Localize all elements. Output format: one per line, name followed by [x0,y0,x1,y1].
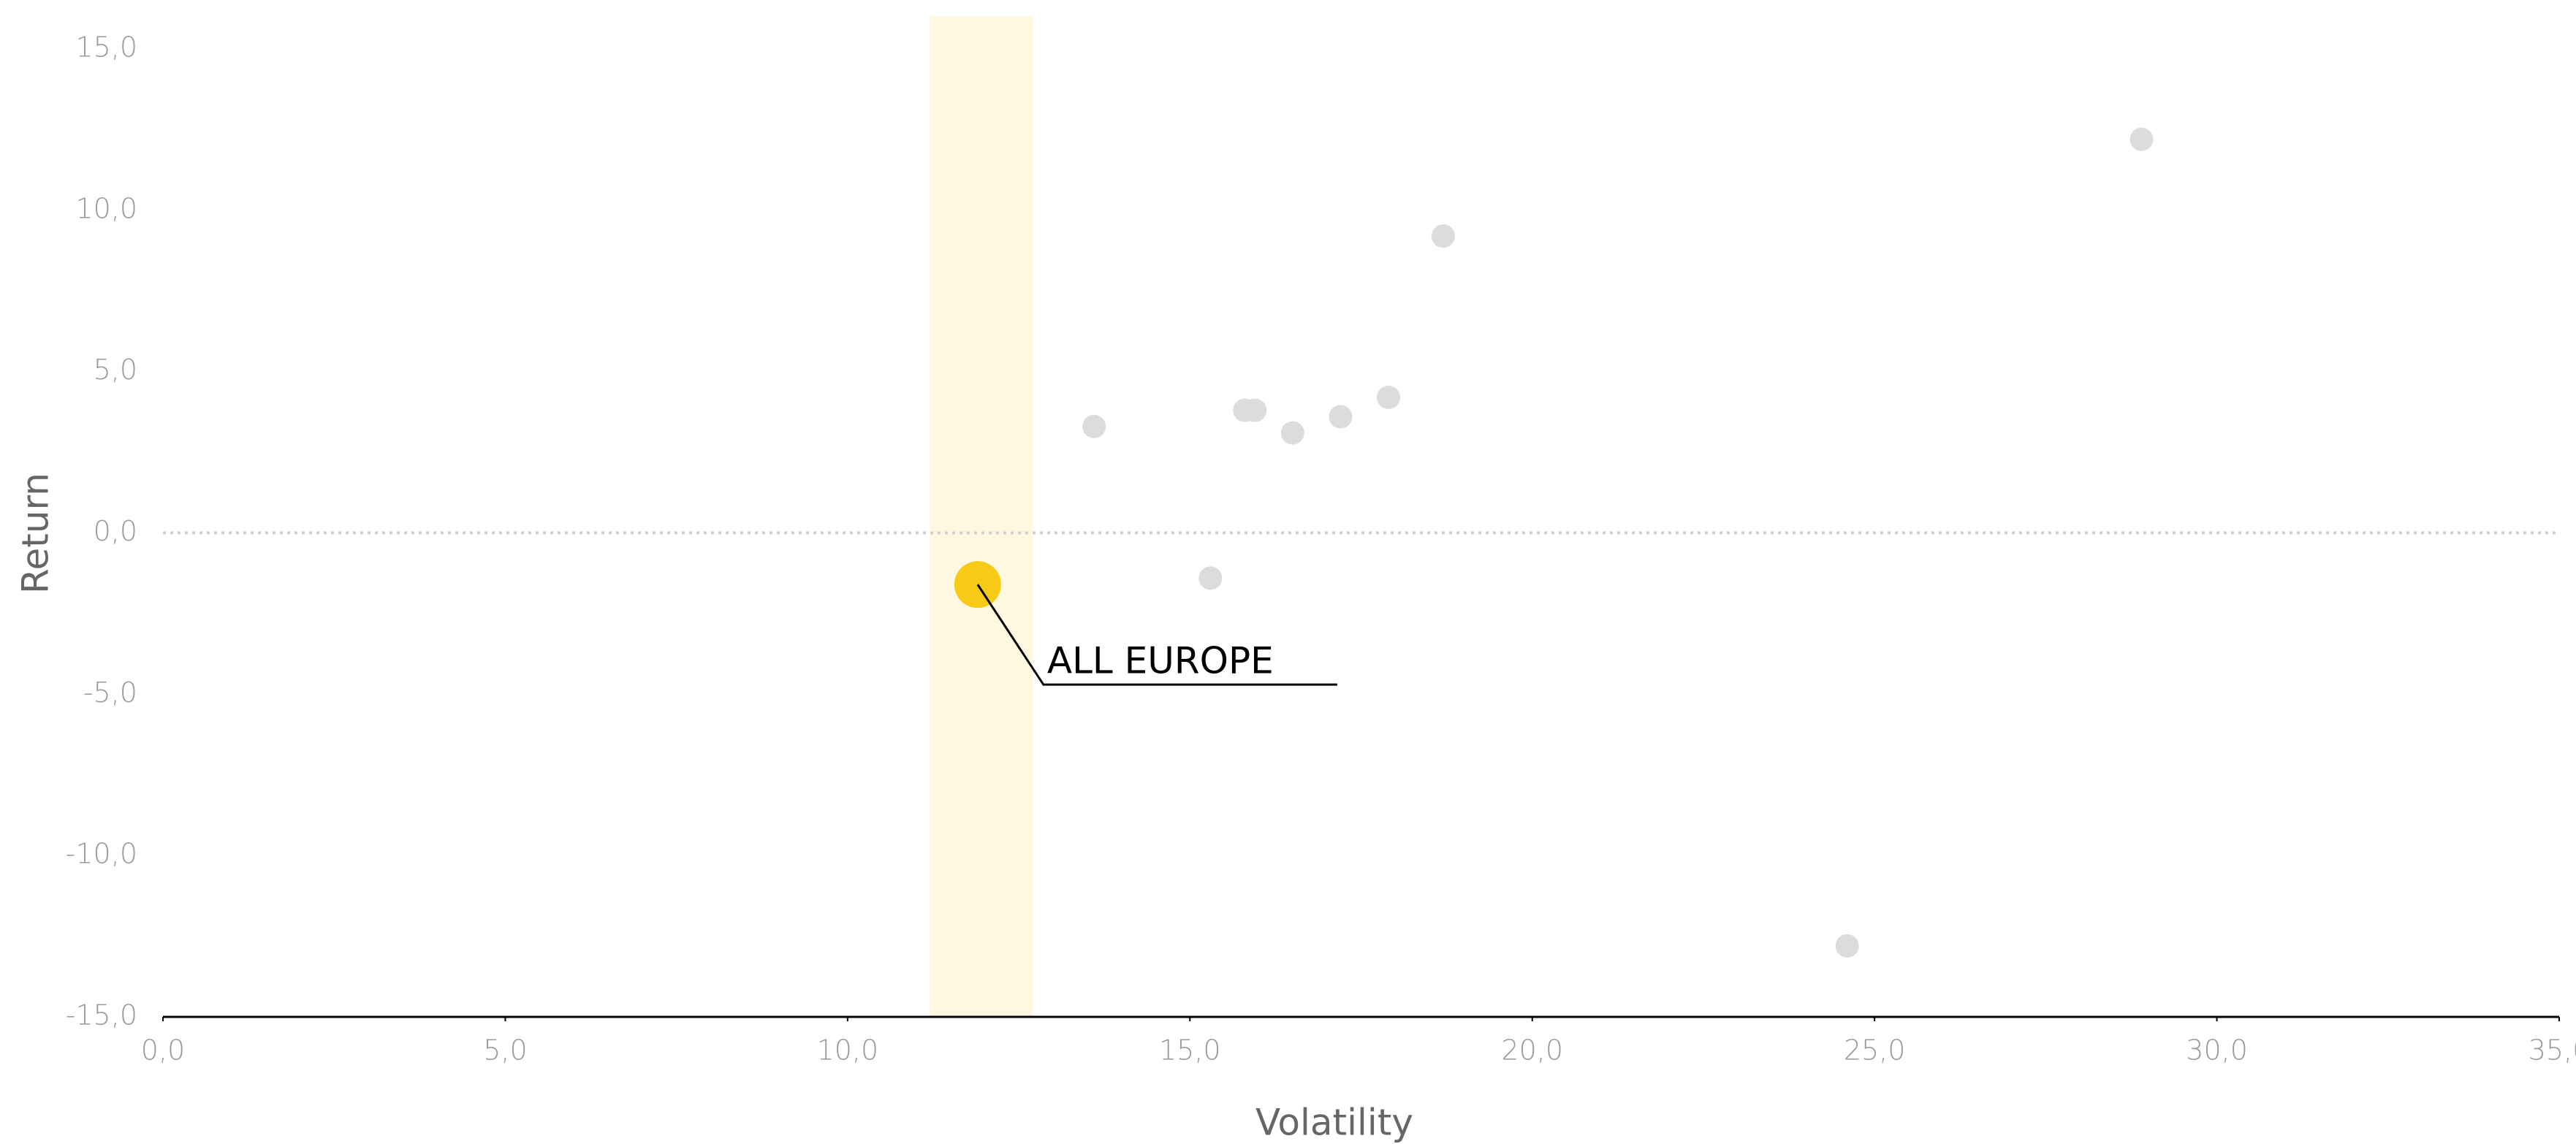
x-tick-label: 20,0 [1501,1034,1563,1067]
highlight-band [930,16,1033,1017]
x-tick-label: 5,0 [483,1034,527,1067]
point [1280,421,1304,445]
point [1198,566,1223,590]
x-tick-label: 35,0 [2528,1034,2576,1067]
annotation: ALL EUROPE [1047,640,1274,682]
y-tick-label: -5,0 [83,676,137,709]
y-tick-label: -10,0 [66,838,137,870]
point [2129,127,2154,151]
y-axis-title: Return [15,473,57,594]
x-tick-label: 0,0 [141,1034,185,1067]
leader-line [976,584,1337,686]
x-tick-label: 25,0 [1844,1034,1906,1067]
point [1835,934,1859,958]
x-tick-label: 10,0 [817,1034,879,1067]
y-tick-label: 10,0 [75,192,137,224]
y-tick-label: -15,0 [66,999,137,1031]
x-tick-label: 30,0 [2186,1034,2248,1067]
y-tick-label: 15,0 [75,31,137,64]
point [1431,224,1455,248]
y-tick-label: 5,0 [94,354,137,386]
point [1376,386,1400,409]
x-tick-label: 15,0 [1159,1034,1221,1067]
point [1082,414,1106,438]
point [1243,398,1267,422]
x-axis-title: Volatility [1255,1102,1413,1144]
point [1329,405,1353,429]
y-tick-label: 0,0 [94,515,137,547]
